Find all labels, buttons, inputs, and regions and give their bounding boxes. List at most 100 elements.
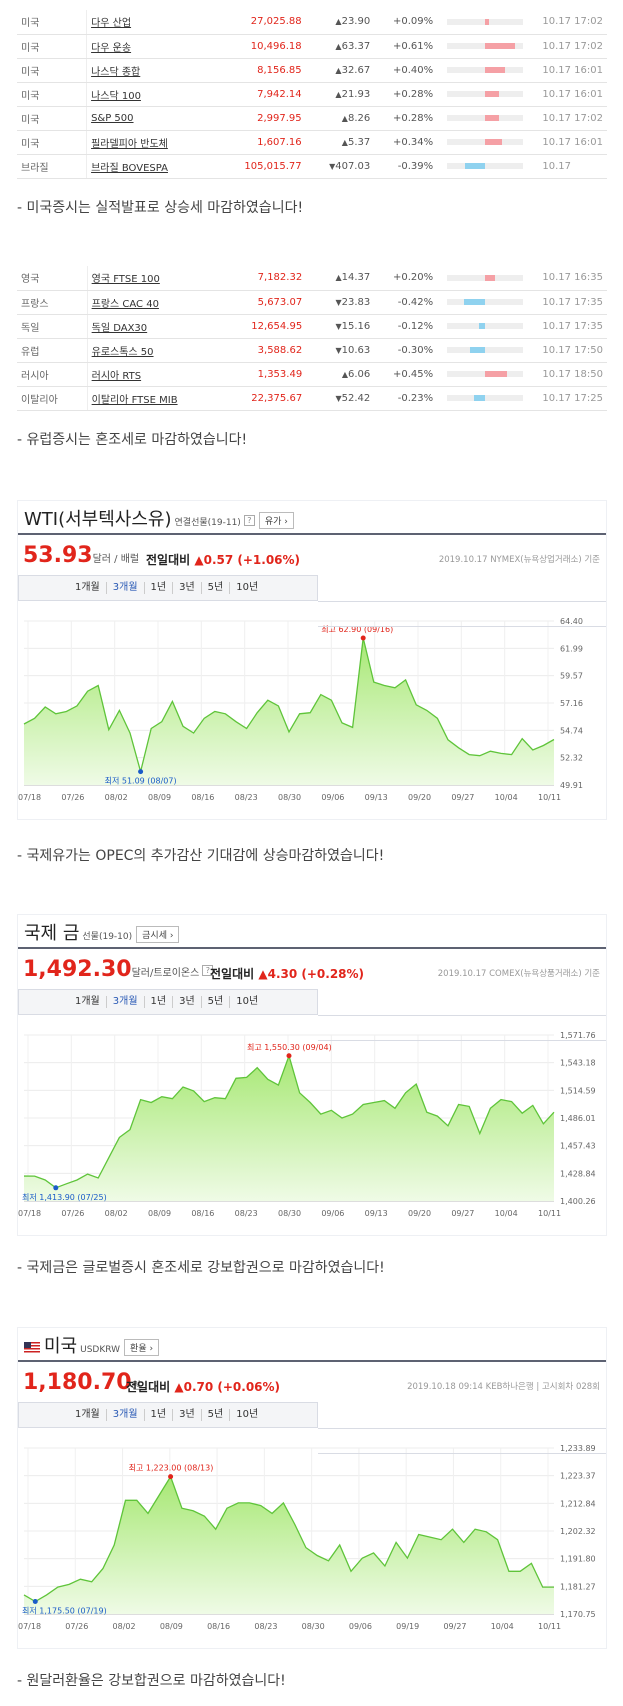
- rate-bar: [447, 139, 524, 145]
- wti-unit: 달러 / 배럴: [92, 554, 140, 565]
- rate-cell: +0.20%: [374, 266, 444, 291]
- change-value: 5.37: [347, 136, 371, 148]
- index-name-link[interactable]: 나스닥 종합: [86, 58, 207, 83]
- table-row: 미국 나스닥 종합 8,156.85 ▲32.67 +0.40% 10.17 16:01: [17, 58, 607, 83]
- wti-card: WTI(서부텍사스유) 연결선물(19-11)? 유가 › 53.93달러 / 배럴…: [17, 500, 607, 820]
- rate-bar-cell: [443, 362, 539, 387]
- gold-source: 2019.10.17 COMEX(뉴욕상품거래소) 기준: [437, 969, 600, 979]
- index-name-link[interactable]: 영국 FTSE 100: [86, 266, 208, 291]
- period-tab[interactable]: 10년: [236, 1409, 259, 1420]
- period-tab[interactable]: 3년: [173, 1409, 202, 1421]
- change-value: 407.03: [335, 160, 371, 172]
- x-tick-label: 08/09: [160, 1622, 183, 1631]
- price-cell: 1,353.49: [207, 362, 307, 387]
- price-cell: 10,496.18: [206, 34, 306, 59]
- gold-unit: 달러/트로이온스: [131, 968, 200, 979]
- low-label: 최저 1,413.90 (07/25): [22, 1192, 107, 1202]
- index-name-link[interactable]: 필라델피아 반도체: [86, 130, 207, 155]
- period-tab[interactable]: 5년: [202, 996, 231, 1008]
- country-cell: 러시아: [17, 362, 88, 387]
- up-arrow-icon: ▲: [341, 369, 349, 379]
- table-row: 유럽 유로스톡스 50 3,588.62 ▼10.63 -0.30% 10.17 17:5…: [17, 338, 607, 363]
- rate-cell: +0.09%: [374, 10, 444, 35]
- period-tab[interactable]: 5년: [202, 1409, 231, 1421]
- period-tab[interactable]: 1년: [145, 582, 174, 594]
- rate-cell: +0.45%: [374, 362, 444, 387]
- time-cell: 10.17 17:02: [538, 34, 607, 59]
- change-cell: ▲5.37: [305, 130, 375, 155]
- rate-bar: [447, 115, 524, 121]
- period-tab[interactable]: 3개월: [107, 582, 145, 594]
- period-tab[interactable]: 5년: [202, 582, 231, 594]
- index-name-link[interactable]: 프랑스 CAC 40: [86, 290, 208, 315]
- period-tab[interactable]: 10년: [236, 582, 259, 593]
- index-name-link[interactable]: 러시아 RTS: [86, 362, 208, 387]
- country-cell: 영국: [17, 266, 88, 291]
- y-tick-label: 49.91: [560, 781, 583, 790]
- change-value: 14.37: [341, 272, 371, 284]
- x-tick-label: 10/11: [538, 793, 561, 802]
- help-icon[interactable]: ?: [202, 964, 214, 976]
- oil-link-button[interactable]: 유가 ›: [258, 511, 294, 529]
- y-tick-label: 1,212.84: [560, 1499, 596, 1508]
- table-row: 프랑스 프랑스 CAC 40 5,673.07 ▼23.83 -0.42% 10.17 1…: [17, 290, 607, 315]
- rate-cell: +0.61%: [374, 34, 444, 59]
- period-tab[interactable]: 1개월: [69, 996, 107, 1008]
- rate-bar-cell: [443, 82, 539, 107]
- rate-bar: [447, 395, 524, 401]
- rate-cell: -0.12%: [374, 314, 444, 339]
- help-icon[interactable]: ?: [243, 514, 255, 526]
- change-cell: ▼23.83: [306, 290, 375, 315]
- y-tick-label: 59.57: [560, 672, 583, 681]
- rate-bar: [447, 274, 524, 281]
- price-cell: 1,607.16: [206, 130, 306, 155]
- rate-bar-cell: [443, 10, 539, 35]
- index-name-link[interactable]: 나스닥 100: [86, 82, 207, 107]
- change-value: 8.26: [347, 112, 371, 124]
- x-tick-label: 10/04: [491, 1622, 514, 1631]
- wti-period-tabs: 1개월 3개월 1년 3년 5년 10년: [18, 575, 606, 627]
- rate-bar: [447, 371, 524, 377]
- gold-price: 1,492.30달러/트로이온스?: [23, 957, 214, 982]
- index-name-link[interactable]: 유로스톡스 50: [86, 338, 208, 363]
- index-name-link[interactable]: 이탈리아 FTSE MIB: [86, 386, 208, 411]
- time-cell: 10.17 16:01: [538, 130, 607, 155]
- country-cell: 미국: [17, 106, 87, 131]
- period-tab[interactable]: 3년: [173, 996, 202, 1008]
- rate-bar-cell: [443, 154, 539, 179]
- period-tab[interactable]: 1개월: [69, 1409, 107, 1421]
- y-tick-label: 1,400.26: [560, 1197, 596, 1206]
- gold-link-button[interactable]: 금시세 ›: [136, 925, 180, 943]
- time-cell: 10.17: [538, 154, 607, 179]
- period-tab[interactable]: 1년: [145, 1409, 174, 1421]
- price-cell: 7,942.14: [206, 82, 306, 107]
- index-name-link[interactable]: 브라질 BOVESPA: [86, 154, 207, 179]
- usd-chart: 1,233.89 1,223.37 1,212.84 1,202.32 1,191.80…: [18, 1444, 596, 1631]
- x-tick-label: 10/04: [495, 793, 518, 802]
- rate-bar: [447, 18, 524, 25]
- index-name-link[interactable]: 다우 산업: [86, 10, 207, 35]
- period-tab[interactable]: 1년: [145, 996, 174, 1008]
- usd-unit: 원: [131, 1381, 141, 1392]
- us-flag-icon: [24, 1341, 40, 1353]
- period-tab[interactable]: 3년: [173, 582, 202, 594]
- y-tick-label: 1,170.75: [560, 1610, 596, 1619]
- change-cell: ▲14.37: [306, 266, 375, 291]
- rate-bar-fill: [485, 18, 490, 25]
- period-tab[interactable]: 1개월: [69, 582, 107, 594]
- x-tick-label: 09/27: [443, 1622, 466, 1631]
- wti-source: 2019.10.17 NYMEX(뉴욕상업거래소) 기준: [438, 555, 600, 565]
- period-tab[interactable]: 10년: [236, 996, 259, 1007]
- period-tab[interactable]: 3개월: [107, 996, 145, 1008]
- rate-bar-fill: [485, 371, 508, 377]
- usd-comment: - 원달러환율은 강보합권으로 마감하였습니다!: [17, 1673, 286, 1689]
- fx-link-button[interactable]: 환율 ›: [124, 1338, 160, 1356]
- index-name-link[interactable]: 독일 DAX30: [86, 314, 208, 339]
- period-tab[interactable]: 3개월: [107, 1409, 145, 1421]
- index-name-link[interactable]: S&P 500: [86, 106, 207, 131]
- x-tick-label: 09/06: [321, 793, 344, 802]
- index-name-link[interactable]: 다우 운송: [86, 34, 207, 59]
- low-label: 최저 51.09 (08/07): [105, 776, 177, 786]
- table-row: 미국 다우 운송 10,496.18 ▲63.37 +0.61% 10.17 17:02: [17, 34, 607, 59]
- country-cell: 유럽: [17, 338, 88, 363]
